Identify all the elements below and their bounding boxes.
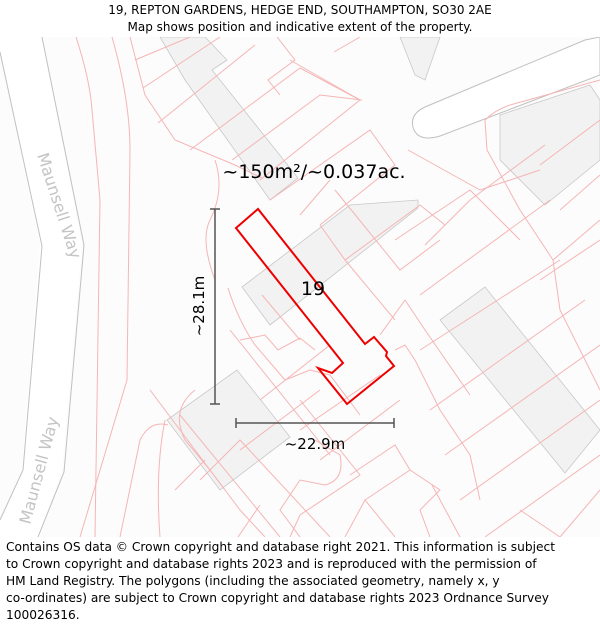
property-address: 19, REPTON GARDENS, HEDGE END, SOUTHAMPT… (108, 3, 492, 17)
height-measure-line (210, 208, 220, 405)
plot-number-label: 19 (301, 278, 325, 300)
parcel-boundaries (75, 37, 600, 537)
copyright-line: Contains OS data © Crown copyright and d… (6, 540, 555, 554)
property-map[interactable]: Maunsell Way Maunsell Way ~150m²/~0.037a… (0, 37, 600, 537)
copyright-line: to Crown copyright and database rights 2… (6, 557, 537, 571)
copyright-notice: Contains OS data © Crown copyright and d… (6, 539, 596, 624)
map-header: 19, REPTON GARDENS, HEDGE END, SOUTHAMPT… (0, 0, 600, 37)
copyright-line: co-ordinates) are subject to Crown copyr… (6, 591, 549, 605)
area-label: ~150m²/~0.037ac. (222, 161, 405, 183)
copyright-line: 100026316. (6, 608, 80, 622)
map-subtitle: Map shows position and indicative extent… (127, 20, 473, 34)
property-boundary[interactable] (234, 207, 396, 406)
road-cul-de-sac (411, 37, 600, 139)
width-measure-line (235, 418, 395, 428)
copyright-line: HM Land Registry. The polygons (includin… (6, 574, 500, 588)
height-measure-label: ~28.1m (190, 276, 208, 337)
width-measure-label: ~22.9m (285, 435, 346, 453)
road-maunsell-way (0, 37, 85, 537)
